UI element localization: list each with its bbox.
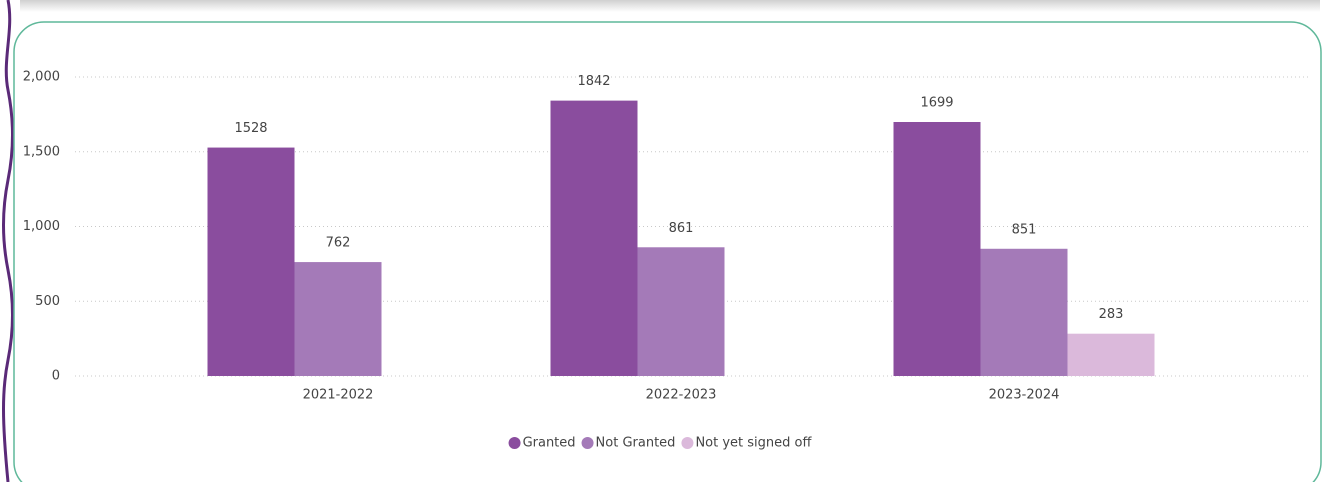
legend-marker (681, 437, 694, 449)
legend-label: Granted (523, 436, 576, 451)
data-label: 283 (1099, 307, 1124, 322)
bar (893, 121, 981, 376)
y-tick-label: 500 (35, 294, 60, 309)
data-label: 1842 (577, 74, 610, 89)
top-shadow (20, 0, 1320, 12)
bar (980, 248, 1068, 376)
data-label: 1528 (234, 121, 267, 136)
y-tick-label: 0 (52, 369, 60, 384)
bar (294, 262, 382, 376)
legend-marker (508, 437, 521, 449)
data-label: 762 (326, 236, 351, 251)
x-tick-label: 2021-2022 (303, 388, 374, 403)
bar (550, 100, 638, 376)
y-tick-label: 1,000 (23, 219, 60, 234)
bar (1067, 333, 1155, 376)
bar (207, 147, 295, 376)
x-tick-label: 2022-2023 (646, 388, 717, 403)
side-border (2, 0, 14, 482)
y-tick-label: 2,000 (23, 70, 60, 85)
data-label: 851 (1012, 222, 1037, 237)
legend-marker (581, 437, 594, 449)
y-tick-label: 1,500 (23, 144, 60, 159)
plot-area: 0 500 1,000 1,500 2,000 2021-2022 1528 762 2022-… (23, 70, 1310, 451)
x-tick-label: 2023-2024 (989, 388, 1060, 403)
bar (637, 247, 725, 376)
legend-label: Not yet signed off (695, 436, 812, 451)
legend-label: Not Granted (596, 436, 676, 451)
data-label: 1699 (920, 95, 953, 110)
data-label: 861 (669, 221, 694, 236)
